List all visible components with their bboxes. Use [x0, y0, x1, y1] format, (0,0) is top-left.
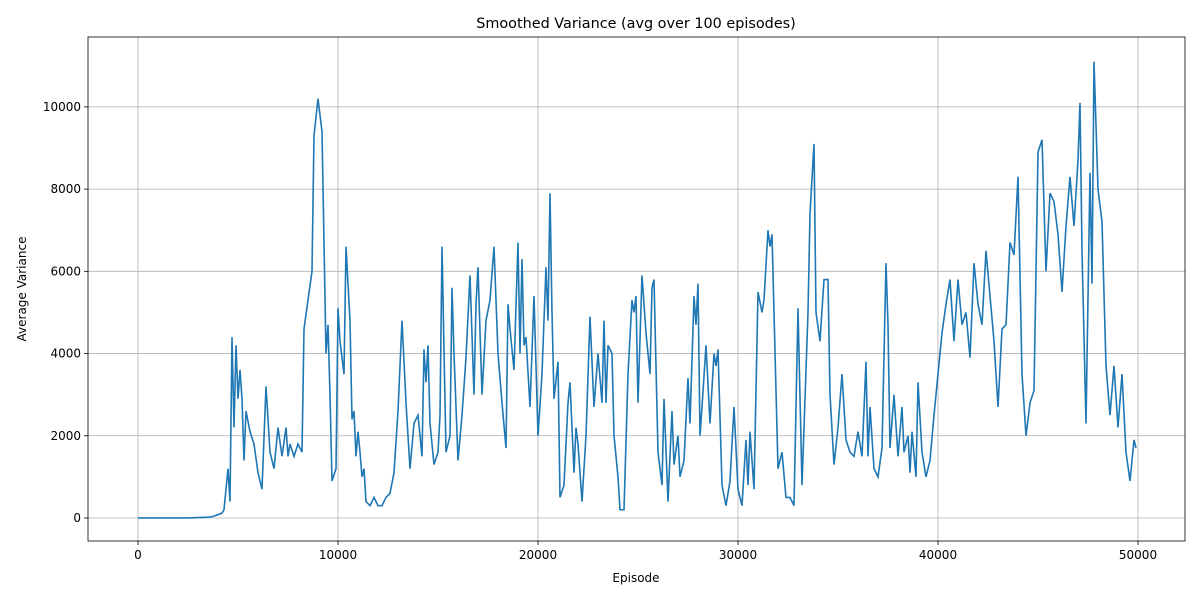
y-tick-label: 0 — [73, 511, 81, 525]
x-tick-label: 20000 — [519, 548, 557, 562]
plot-frame — [87, 36, 1186, 542]
data-line — [138, 61, 1137, 519]
y-tick-label: 10000 — [43, 100, 81, 114]
x-tick-label: 50000 — [1119, 548, 1157, 562]
x-tick-label: 10000 — [319, 548, 357, 562]
x-tick-label: 0 — [134, 548, 142, 562]
y-tick-label: 2000 — [50, 429, 81, 443]
y-tick-label: 4000 — [50, 347, 81, 361]
x-axis-label: Episode — [612, 571, 659, 585]
y-tick-label: 8000 — [50, 182, 81, 196]
x-tick-label: 30000 — [719, 548, 757, 562]
x-tick-label: 40000 — [919, 548, 957, 562]
y-tick-label: 6000 — [50, 264, 81, 278]
chart-title: Smoothed Variance (avg over 100 episodes… — [476, 16, 796, 32]
y-axis-label: Average Variance — [15, 237, 29, 342]
